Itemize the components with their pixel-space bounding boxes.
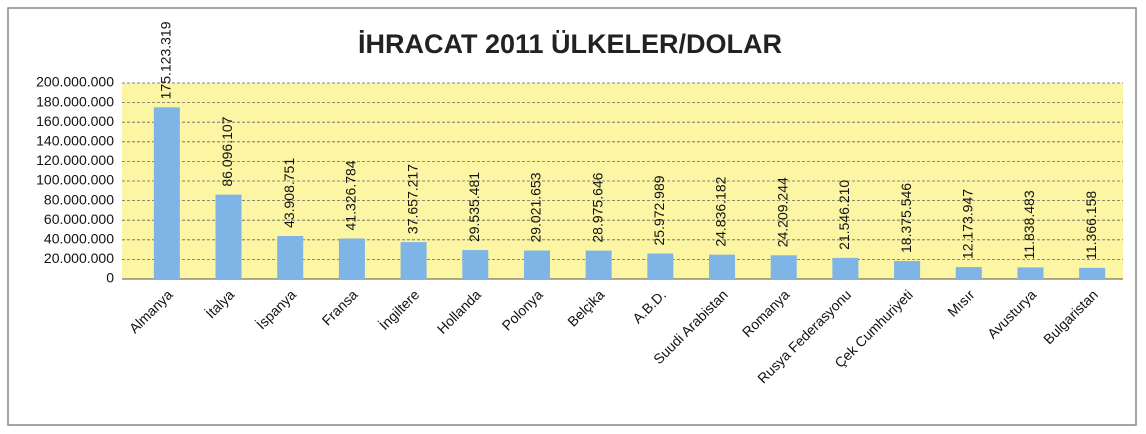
value-label: 11.838.483 — [1021, 190, 1037, 259]
y-tick-label: 140.000.000 — [36, 133, 114, 149]
y-tick-label: 80.000.000 — [44, 191, 114, 207]
value-label: 24.836.182 — [713, 176, 729, 246]
bar — [462, 250, 489, 279]
value-label: 24.209.244 — [774, 177, 790, 247]
bar — [523, 250, 550, 279]
value-label: 21.546.210 — [836, 180, 852, 250]
y-tick-label: 40.000.000 — [44, 231, 114, 247]
value-label: 29.535.481 — [466, 172, 482, 242]
value-label: 43.908.751 — [281, 158, 297, 228]
value-label: 28.975.646 — [589, 172, 605, 242]
bar — [955, 267, 982, 279]
y-tick-label: 20.000.000 — [44, 250, 114, 266]
bar — [770, 255, 797, 279]
bar — [153, 107, 180, 279]
bar — [215, 194, 242, 279]
value-label: 18.375.546 — [898, 183, 914, 253]
y-tick-label: 160.000.000 — [36, 113, 114, 129]
value-label: 175.123.319 — [158, 21, 174, 99]
y-tick-label: 100.000.000 — [36, 172, 114, 188]
bar — [1017, 267, 1044, 279]
value-label: 11.366.158 — [1083, 191, 1099, 260]
bar — [894, 260, 921, 279]
value-label: 12.173.947 — [959, 189, 975, 259]
chart-title: İHRACAT 2011 ÜLKELER/DOLAR — [358, 29, 782, 59]
y-tick-label: 0 — [106, 270, 114, 286]
value-label: 86.096.107 — [219, 116, 235, 186]
bar — [400, 242, 427, 279]
bar — [585, 250, 612, 279]
value-label: 41.326.784 — [343, 160, 359, 230]
value-label: 25.972.989 — [651, 175, 667, 245]
value-label: 37.657.217 — [404, 164, 420, 234]
bar — [1079, 267, 1106, 279]
value-label: 29.021.653 — [528, 172, 544, 242]
y-tick-label: 200.000.000 — [36, 74, 114, 90]
y-tick-label: 180.000.000 — [36, 93, 114, 109]
bar — [709, 254, 736, 279]
y-tick-label: 120.000.000 — [36, 152, 114, 168]
bar — [832, 257, 859, 279]
y-tick-label: 60.000.000 — [44, 211, 114, 227]
bar — [647, 253, 674, 279]
bar — [338, 238, 365, 279]
bar — [277, 235, 304, 279]
